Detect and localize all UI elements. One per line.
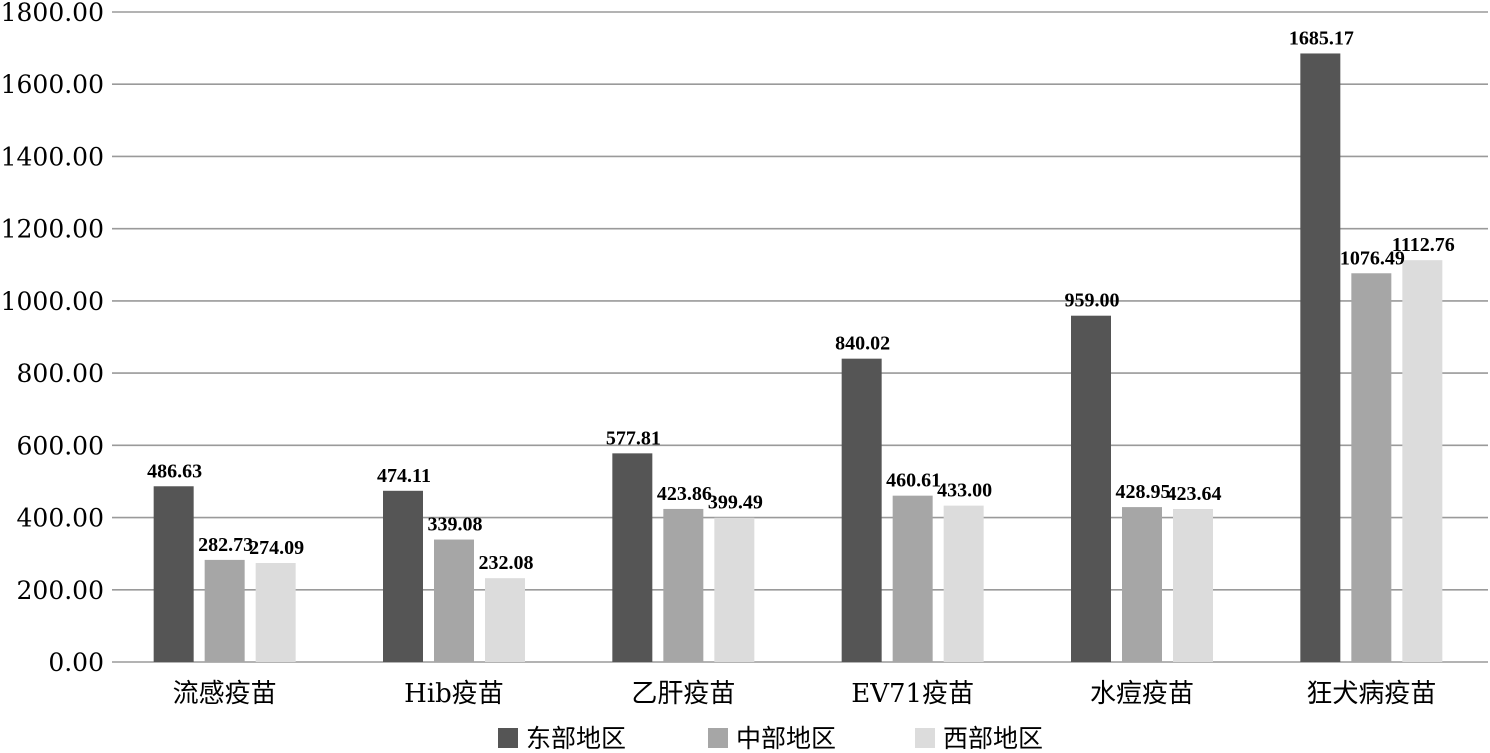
bar-2-1 [204, 559, 245, 662]
bar-1-4 [841, 358, 882, 662]
legend-label: 西部地区 [943, 724, 1043, 753]
data-label: 428.95 [1116, 481, 1171, 503]
bar-1-1 [153, 486, 194, 662]
data-label: 274.09 [249, 537, 304, 559]
data-label: 339.08 [428, 514, 483, 536]
data-label: 840.02 [835, 333, 890, 355]
bar-1-2 [383, 490, 423, 662]
y-tick-label: 600.00 [17, 431, 104, 460]
y-tick-label: 1800.00 [1, 0, 104, 27]
data-label: 423.86 [657, 483, 712, 505]
bar-2-6 [1351, 273, 1392, 662]
category-label: EV71疫苗 [851, 679, 974, 709]
data-label: 474.11 [377, 465, 431, 487]
data-label: 1685.17 [1289, 27, 1354, 49]
category-label: 狂犬病疫苗 [1306, 679, 1436, 709]
bar-2-4 [892, 495, 933, 662]
x-axis-category-labels: 流感疫苗 Hib疫苗 乙肝疫苗 EV71疫苗 水痘疫苗 狂犬病疫苗 [173, 679, 1437, 709]
y-tick-label: 1600.00 [1, 70, 104, 99]
data-label: 232.08 [479, 552, 534, 574]
y-tick-label: 1000.00 [1, 287, 104, 316]
data-label: 1076.49 [1340, 247, 1405, 269]
bar-2-5 [1122, 507, 1162, 662]
bar-1-6 [1300, 53, 1341, 663]
legend: 东部地区 中部地区 西部地区 [498, 724, 1043, 753]
category-label: 流感疫苗 [173, 679, 277, 709]
data-label: 433.00 [937, 480, 992, 502]
bar-2-2 [434, 539, 474, 662]
bar-3-4 [943, 505, 984, 662]
legend-swatch [498, 728, 518, 748]
category-label: Hib疫苗 [404, 679, 504, 709]
category-label: 水痘疫苗 [1090, 679, 1194, 709]
y-tick-label: 200.00 [17, 576, 104, 605]
bar-1-3 [612, 453, 653, 662]
data-label: 486.63 [147, 460, 202, 482]
bar-2-3 [663, 508, 704, 662]
y-tick-label: 1200.00 [1, 215, 104, 244]
data-label: 460.61 [886, 470, 941, 492]
y-tick-label: 400.00 [17, 504, 104, 533]
bar-3-1 [255, 563, 296, 662]
data-label: 1112.76 [1392, 234, 1455, 256]
legend-label: 中部地区 [736, 724, 836, 753]
y-axis-tick-labels: 0.00 200.00 400.00 600.00 800.00 1000.00 1200.… [1, 0, 104, 677]
legend-swatch [915, 728, 935, 748]
bar-3-3 [714, 517, 755, 662]
data-label: 577.81 [606, 427, 661, 449]
data-label: 282.73 [198, 534, 253, 556]
data-label: 423.64 [1167, 483, 1222, 505]
data-label: 399.49 [708, 492, 763, 514]
bars [153, 53, 1443, 663]
legend-label: 东部地区 [526, 724, 626, 753]
y-tick-label: 1400.00 [1, 142, 104, 171]
bar-3-6 [1402, 260, 1443, 662]
y-tick-label: 800.00 [17, 359, 104, 388]
bar-1-5 [1071, 315, 1111, 662]
gridlines [112, 11, 1488, 663]
bar-3-2 [485, 578, 525, 662]
y-tick-label: 0.00 [48, 648, 104, 677]
bar-3-5 [1173, 509, 1213, 662]
data-label: 959.00 [1065, 290, 1120, 312]
category-label: 乙肝疫苗 [631, 679, 735, 709]
legend-swatch [708, 728, 728, 748]
